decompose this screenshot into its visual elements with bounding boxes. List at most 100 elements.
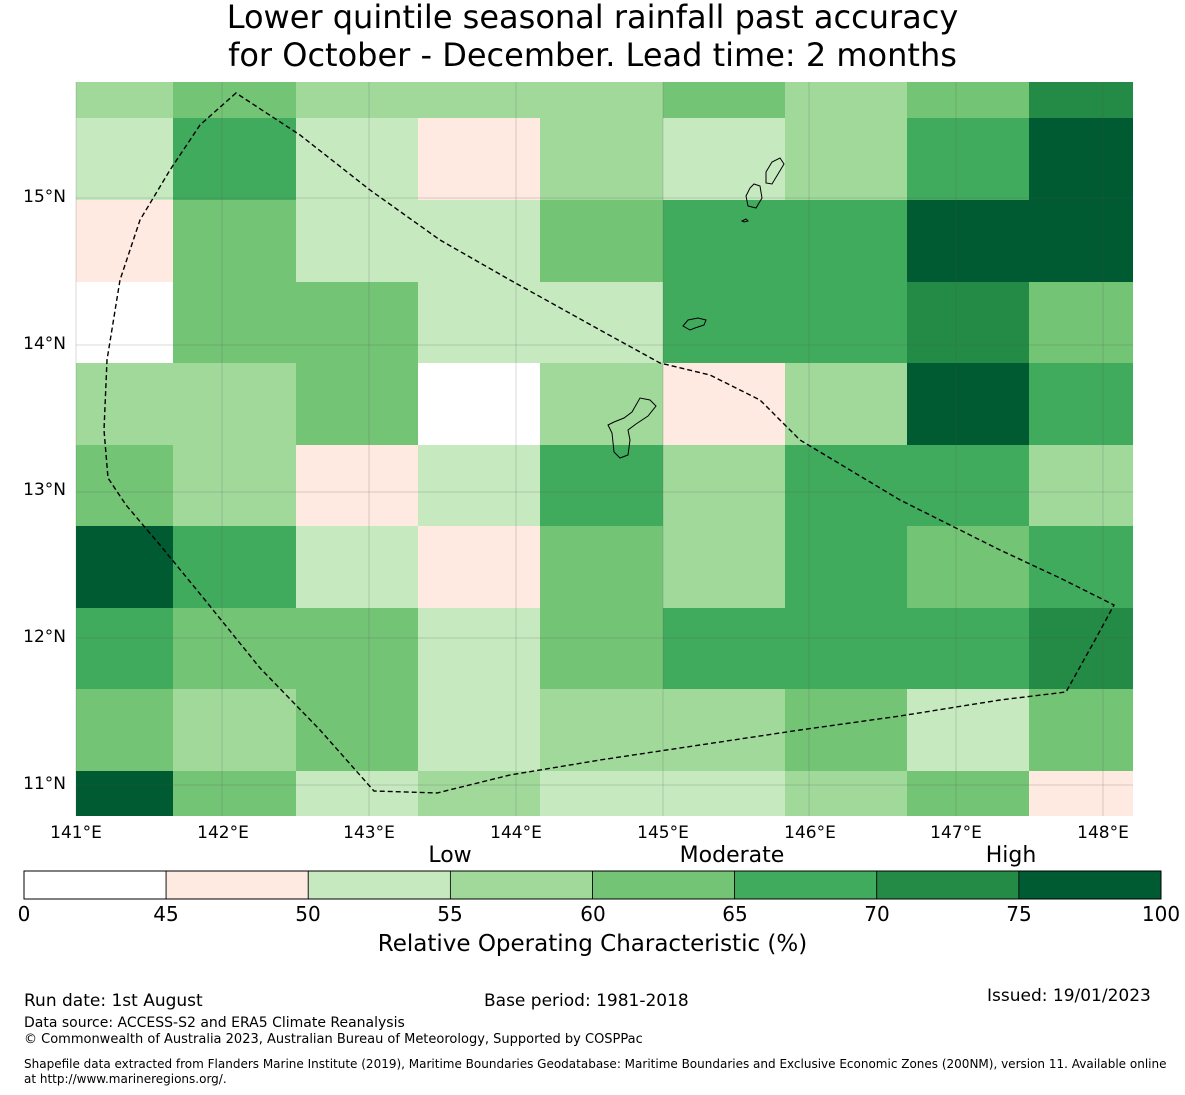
- lat-tick-13n: 13°N: [23, 480, 66, 500]
- grid-cell: [173, 363, 296, 445]
- grid-cell: [663, 526, 785, 608]
- grid-cell: [1029, 363, 1133, 445]
- colorbar-tick-50: 50: [295, 902, 321, 926]
- grid-cell: [296, 118, 418, 200]
- grid-cell: [173, 526, 296, 608]
- grid-cell: [785, 608, 907, 689]
- grid-cell: [907, 82, 1029, 118]
- grid-cell: [418, 608, 540, 689]
- grid-cell: [76, 608, 173, 689]
- graticule-lines: [75, 82, 1133, 816]
- map-title-line-2: for October - December. Lead time: 2 mon…: [228, 36, 957, 74]
- colorbar-tick-55: 55: [437, 902, 463, 926]
- grid-cell: [296, 445, 418, 526]
- grid-cell: [663, 771, 785, 816]
- grid-cell: [907, 200, 1029, 282]
- grid-cell: [540, 82, 663, 118]
- colorbar-segment: [307, 870, 451, 900]
- lon-tick-141e: 141°E: [50, 823, 102, 843]
- grid-cell: [785, 118, 907, 200]
- grid-cell: [785, 526, 907, 608]
- saipan-island-outline: [765, 157, 785, 185]
- colorbar-tick-65: 65: [722, 902, 748, 926]
- grid-cell: [76, 689, 173, 771]
- grid-cell: [1029, 282, 1133, 363]
- colorbar-tick-45: 45: [153, 902, 179, 926]
- grid-cell: [296, 200, 418, 282]
- colorbar-segment: [449, 870, 593, 900]
- grid-cell: [173, 771, 296, 816]
- tinian-island-outline: [745, 183, 763, 209]
- grid-cell: [785, 689, 907, 771]
- grid-cell: [785, 82, 907, 118]
- colorbar-segment: [23, 870, 167, 900]
- grid-cell: [173, 82, 296, 118]
- grid-cell: [418, 200, 540, 282]
- lon-tick-145e: 145°E: [637, 823, 689, 843]
- aguijan-island-outline: [740, 218, 749, 223]
- grid-cell: [663, 363, 785, 445]
- colorbar-frame: [23, 870, 1162, 900]
- colorbar-tick-60: 60: [580, 902, 606, 926]
- grid-cell: [296, 363, 418, 445]
- colorbar-tick-100: 100: [1141, 902, 1181, 926]
- grid-cell: [1029, 689, 1133, 771]
- grid-cell: [296, 282, 418, 363]
- grid-cell: [418, 689, 540, 771]
- grid-cell: [907, 608, 1029, 689]
- issued-date: Issued: 19/01/2023: [987, 986, 1151, 1006]
- grid-cell: [663, 200, 785, 282]
- grid-cell: [296, 82, 418, 118]
- grid-cell: [907, 526, 1029, 608]
- lon-tick-147e: 147°E: [930, 823, 982, 843]
- grid-cell: [296, 608, 418, 689]
- island-outlines: [607, 157, 785, 459]
- colorbar-tick-70: 70: [864, 902, 890, 926]
- colorbar-tick-75: 75: [1006, 902, 1032, 926]
- grid-cell: [1029, 445, 1133, 526]
- rota-island-outline: [682, 317, 707, 331]
- grid-cell: [296, 689, 418, 771]
- grid-cell: [1029, 118, 1133, 200]
- grid-cell: [785, 282, 907, 363]
- grid-cell: [663, 689, 785, 771]
- grid-cell: [296, 526, 418, 608]
- grid-cell: [173, 608, 296, 689]
- grid-cell: [173, 282, 296, 363]
- grid-cell: [173, 445, 296, 526]
- grid-cell: [540, 200, 663, 282]
- grid-cell: [1029, 200, 1133, 282]
- copyright-notice: © Commonwealth of Australia 2023, Austra…: [24, 1032, 643, 1047]
- grid-cell: [1029, 608, 1133, 689]
- colorbar-segment: [1018, 870, 1162, 900]
- grid-cell: [173, 689, 296, 771]
- grid-cell: [76, 526, 173, 608]
- guam-island-outline: [607, 397, 657, 459]
- grid-cell: [1029, 526, 1133, 608]
- grid-cell: [76, 82, 173, 118]
- lon-tick-143e: 143°E: [343, 823, 395, 843]
- grid-cell: [418, 118, 540, 200]
- grid-cell: [540, 363, 663, 445]
- accuracy-grid-cells: [76, 82, 1133, 816]
- eez-boundary-line: [103, 92, 1115, 794]
- lat-tick-14n: 14°N: [23, 334, 66, 354]
- grid-cell: [785, 771, 907, 816]
- grid-cell: [663, 82, 785, 118]
- grid-cell: [663, 608, 785, 689]
- lon-tick-144e: 144°E: [490, 823, 542, 843]
- grid-cell: [1029, 82, 1133, 118]
- grid-cell: [907, 282, 1029, 363]
- lon-tick-146e: 146°E: [784, 823, 836, 843]
- lat-tick-12n: 12°N: [23, 627, 66, 647]
- colorbar-segment: [165, 870, 309, 900]
- grid-cell: [1029, 771, 1133, 816]
- data-source: Data source: ACCESS-S2 and ERA5 Climate …: [24, 1015, 405, 1031]
- colorbar-segment: [876, 870, 1020, 900]
- map-title-line-1: Lower quintile seasonal rainfall past ac…: [226, 0, 959, 36]
- grid-cell: [418, 526, 540, 608]
- colorbar: [23, 870, 1162, 900]
- grid-cell: [663, 282, 785, 363]
- colorbar-segment: [592, 870, 736, 900]
- lon-tick-142e: 142°E: [197, 823, 249, 843]
